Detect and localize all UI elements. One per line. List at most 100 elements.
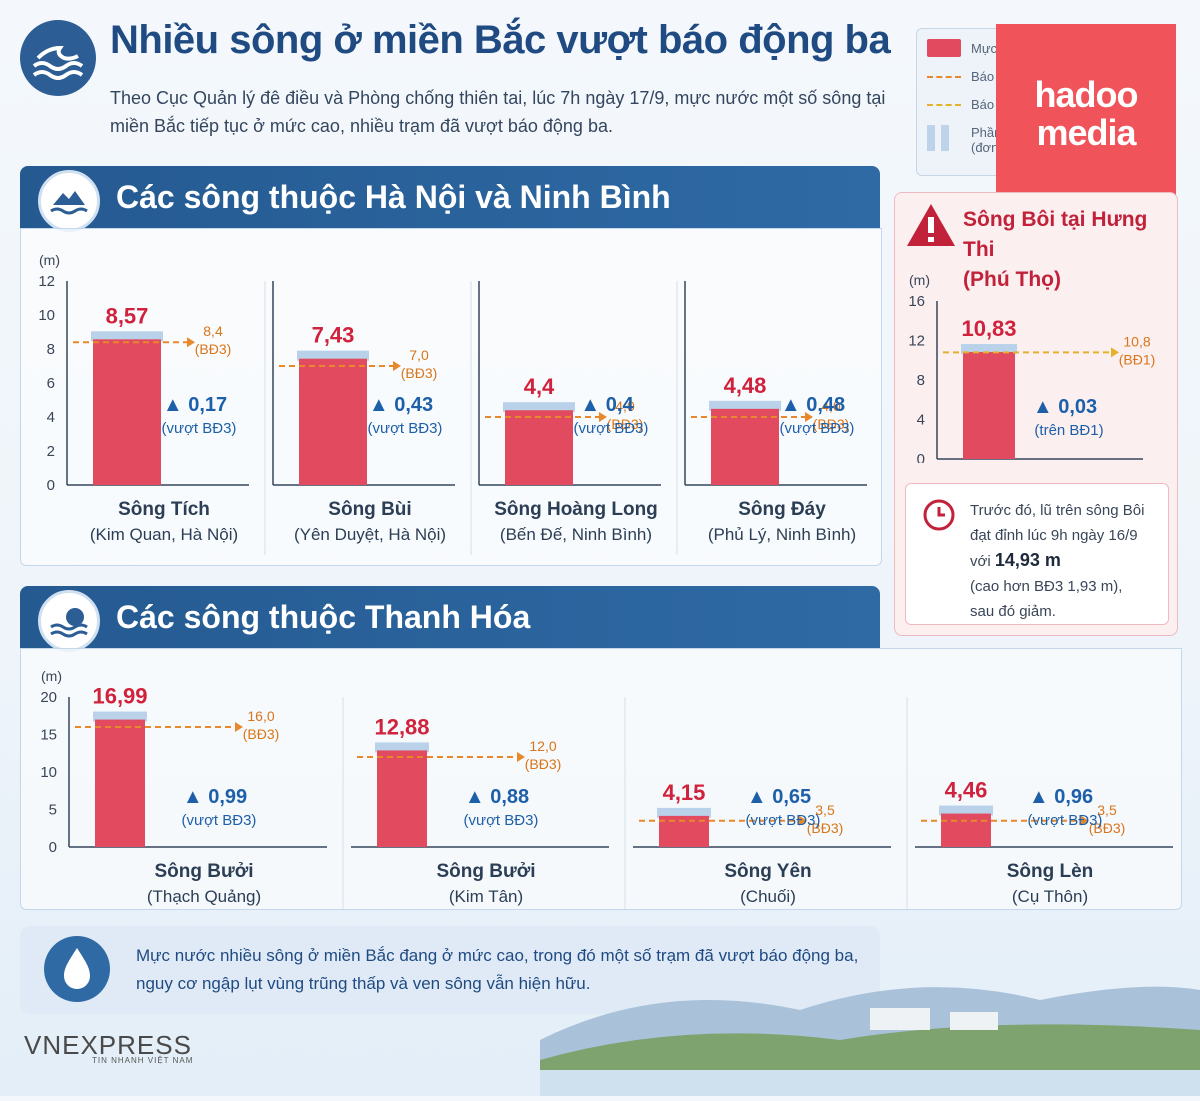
chart-song-boi: (m) 0 4 8 12 16 10,83 10,8 (BĐ1) ▲ 0,03 (trên BĐ1) <box>908 272 1156 463</box>
bar-value-label: 4,15 <box>663 780 706 805</box>
section-title: Các sông thuộc Thanh Hóa <box>116 599 531 635</box>
exceed-band <box>657 807 711 818</box>
bar-value-label: 10,83 <box>961 316 1016 341</box>
y-tick-label: 10 <box>40 764 57 781</box>
alarm-tag-label: (BĐ3) <box>607 416 644 432</box>
delta-label: ▲ 0,96 <box>1029 786 1093 808</box>
peak-note: Trước đó, lũ trên sông Bôi đạt đỉnh lúc … <box>905 483 1169 625</box>
bar <box>963 352 1015 459</box>
side-alert-box: Sông Bôi tại Hưng Thi (Phú Thọ) (m) 0 4 8 12 1… <box>894 192 1178 636</box>
bar-value-label: 4,48 <box>724 373 767 398</box>
alarm-tag-label: (BĐ3) <box>1089 820 1126 836</box>
alarm-arrow <box>1081 815 1089 826</box>
y-tick-label: 4 <box>47 409 55 426</box>
alarm-tag-label: (BĐ3) <box>401 365 438 381</box>
exceed-band <box>375 742 429 753</box>
category-name: Sông Tích <box>118 499 210 520</box>
delta-note: (vượt BĐ3) <box>780 420 855 437</box>
y-tick-label: 0 <box>917 451 925 463</box>
y-tick-label: 0 <box>47 477 55 494</box>
section-title: Các sông thuộc Hà Nội và Ninh Bình <box>116 179 671 215</box>
category-name: Sông Bưởi <box>154 861 253 882</box>
delta-note: (vượt BĐ3) <box>182 812 257 829</box>
exceed-band <box>91 331 163 342</box>
alarm-tag-label: (BĐ1) <box>1119 351 1156 367</box>
category-name: Sông Đáy <box>738 499 826 520</box>
delta-note: (vượt BĐ3) <box>162 420 237 437</box>
y-tick-label: 8 <box>917 372 925 389</box>
vnexpress-tagline: TIN NHANH VIỆT NAM <box>92 1056 194 1065</box>
bar <box>505 410 573 485</box>
category-name: Sông Yên <box>724 861 811 882</box>
y-tick-label: 12 <box>908 333 925 350</box>
water-drop-icon <box>44 936 110 1002</box>
wave-logo-icon <box>20 20 96 96</box>
alarm-value-label: 4,0 <box>821 398 841 414</box>
category-station: (Kim Quan, Hà Nội) <box>90 525 238 544</box>
delta-label: ▲ 0,43 <box>369 394 433 416</box>
exceed-band <box>939 805 993 816</box>
y-tick-label: 16 <box>908 293 925 310</box>
alarm-value-label: 16,0 <box>247 708 274 724</box>
category-station: (Bến Đế, Ninh Bình) <box>500 525 652 544</box>
bar-value-label: 7,43 <box>312 323 355 348</box>
delta-label: ▲ 0,48 <box>781 394 845 416</box>
alarm-arrow <box>599 412 607 422</box>
y-tick-label: 2 <box>47 443 55 460</box>
exceed-band <box>503 402 575 413</box>
chart-panel-thanhhoa: (m) 0 5 10 15 20 16,99 16,0 (BĐ3) ▲ 0,99 (vượt BĐ3… <box>20 648 1182 917</box>
clock-icon <box>922 498 956 537</box>
bar <box>93 339 161 485</box>
y-tick-label: 20 <box>40 689 57 706</box>
category-station: (Yên Duyệt, Hà Nội) <box>294 525 446 544</box>
category-station: (Cụ Thôn) <box>1012 887 1088 906</box>
alarm-arrow <box>517 752 525 762</box>
delta-label: ▲ 0,4 <box>580 394 634 416</box>
alarm-value-label: 7,0 <box>409 347 429 363</box>
alarm-value-label: 4,0 <box>615 398 635 414</box>
bar-value-label: 16,99 <box>92 684 147 709</box>
exceed-band <box>709 400 781 411</box>
warning-icon <box>905 201 957 254</box>
exceed-band <box>961 344 1017 355</box>
exceed-band <box>93 711 147 722</box>
category-station: (Thạch Quảng) <box>147 887 261 906</box>
chart-panel-hanoi: (m) 0 2 4 6 8 10 12 8,57 8,4 (BĐ3) ▲ 0,17 (vượt BĐ3)… <box>20 228 882 566</box>
y-axis-unit: (m) <box>909 272 930 288</box>
bar <box>941 813 991 847</box>
landscape-illustration <box>540 960 1200 1096</box>
y-axis-unit: (m) <box>41 668 62 684</box>
note-text: Trước đó, lũ trên sông Bôi đạt đỉnh lúc … <box>970 502 1145 620</box>
chart-hanoi: (m) 0 2 4 6 8 10 12 8,57 8,4 (BĐ3) ▲ 0,17 (vượt BĐ3)… <box>38 252 867 555</box>
delta-note: (vượt BĐ3) <box>464 812 539 829</box>
category-name: Sông Bùi <box>328 499 411 520</box>
vnexpress-logo: VNEXPRESS <box>24 1030 192 1060</box>
alarm-arrow <box>187 337 195 348</box>
alarm-tag-label: (BĐ3) <box>525 756 562 772</box>
alarm-arrow <box>235 722 243 732</box>
section-header-hanoi: Các sông thuộc Hà Nội và Ninh Bình <box>20 166 880 232</box>
summary-box: Mực nước nhiều sông ở miền Bắc đang ở mứ… <box>20 926 880 1014</box>
category-name: Sông Lèn <box>1007 861 1094 882</box>
alarm-value-label: 3,5 <box>1097 802 1117 818</box>
y-tick-label: 8 <box>47 341 55 358</box>
bar <box>711 408 779 485</box>
category-station: (Kim Tân) <box>449 887 523 906</box>
alarm-value-label: 8,4 <box>203 323 223 339</box>
y-tick-label: 5 <box>49 802 57 819</box>
category-name: Sông Hoàng Long <box>494 499 658 520</box>
alarm-value-label: 10,8 <box>1123 333 1150 349</box>
summary-text: Mực nước nhiều sông ở miền Bắc đang ở mứ… <box>136 946 859 993</box>
mountain-wave-icon <box>38 170 100 232</box>
alarm-arrow <box>393 361 401 371</box>
delta-label: ▲ 0,17 <box>163 394 227 416</box>
delta-note: (trên BĐ1) <box>1034 422 1103 439</box>
y-tick-label: 10 <box>38 307 55 324</box>
bar-value-label: 4,46 <box>945 778 988 803</box>
y-tick-label: 6 <box>47 375 55 392</box>
category-station: (Chuối) <box>740 887 796 906</box>
delta-label: ▲ 0,65 <box>747 786 811 808</box>
alarm-arrow <box>799 815 807 826</box>
section-header-thanhhoa: Các sông thuộc Thanh Hóa <box>20 586 880 652</box>
bar <box>95 719 145 847</box>
